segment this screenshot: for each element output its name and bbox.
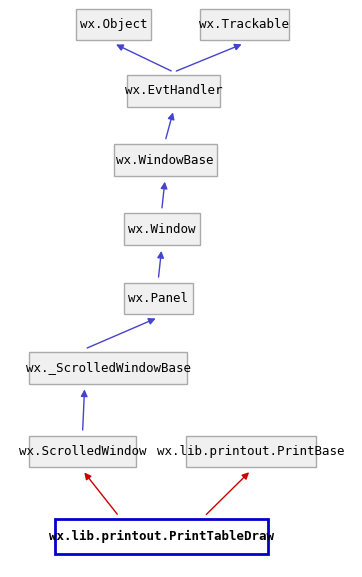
- FancyBboxPatch shape: [186, 436, 316, 467]
- Text: wx.Window: wx.Window: [128, 223, 195, 236]
- Text: wx.WindowBase: wx.WindowBase: [116, 153, 214, 167]
- FancyBboxPatch shape: [199, 9, 289, 40]
- Text: wx.lib.printout.PrintTableDraw: wx.lib.printout.PrintTableDraw: [49, 530, 274, 543]
- Text: wx.Panel: wx.Panel: [128, 292, 188, 305]
- FancyBboxPatch shape: [29, 436, 136, 467]
- Text: wx.Object: wx.Object: [80, 18, 147, 31]
- FancyBboxPatch shape: [124, 283, 193, 314]
- FancyBboxPatch shape: [76, 9, 151, 40]
- Text: wx.EvtHandler: wx.EvtHandler: [125, 84, 223, 98]
- Text: wx.ScrolledWindow: wx.ScrolledWindow: [19, 445, 146, 458]
- FancyBboxPatch shape: [124, 213, 199, 245]
- FancyBboxPatch shape: [29, 352, 188, 384]
- Text: wx._ScrolledWindowBase: wx._ScrolledWindowBase: [26, 361, 191, 374]
- FancyBboxPatch shape: [127, 75, 220, 107]
- Text: wx.lib.printout.PrintBase: wx.lib.printout.PrintBase: [157, 445, 345, 458]
- FancyBboxPatch shape: [114, 144, 217, 176]
- Text: wx.Trackable: wx.Trackable: [199, 18, 289, 31]
- FancyBboxPatch shape: [55, 519, 268, 554]
